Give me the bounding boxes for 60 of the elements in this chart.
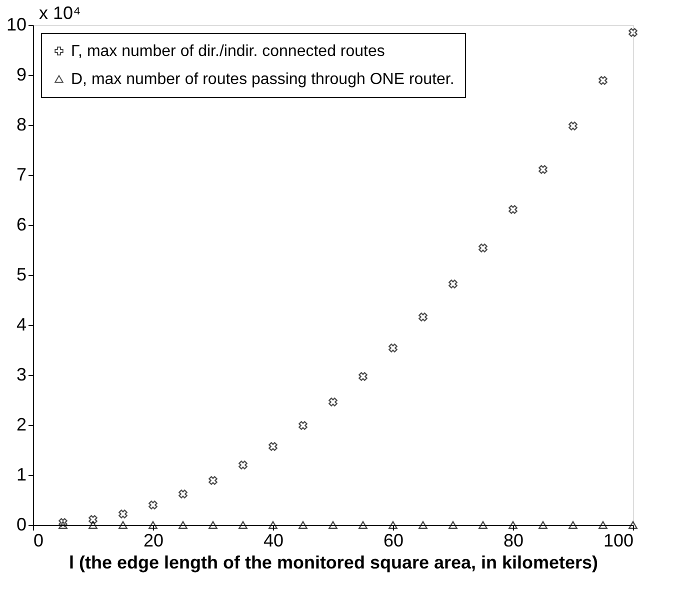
y-tick-label: 5: [16, 264, 26, 284]
y-tick-label: 2: [16, 414, 26, 434]
point: [268, 521, 278, 529]
point: [328, 398, 338, 406]
x-tick-label: 80: [503, 530, 524, 550]
point: [148, 500, 158, 510]
point: [208, 521, 218, 529]
point: [598, 76, 608, 85]
point: [238, 521, 248, 529]
y-tick-label: 7: [16, 164, 26, 184]
y-tick-label: 9: [16, 64, 26, 84]
point: [298, 521, 308, 529]
point: [448, 280, 458, 288]
point: [508, 205, 518, 214]
point: [448, 521, 458, 529]
legend-label: Γ, max number of dir./indir. connected routes: [71, 43, 385, 60]
point: [388, 521, 398, 529]
point: [58, 518, 68, 527]
y-tick-label: 6: [16, 214, 26, 234]
legend-label: D, max number of routes passing through ONE router.: [71, 71, 454, 88]
point: [148, 521, 158, 529]
point: [478, 244, 488, 252]
point: [178, 490, 188, 498]
x-tick-label: 100: [603, 530, 634, 550]
point: [208, 476, 218, 485]
x-tick-label: 60: [383, 530, 404, 550]
point: [298, 421, 308, 430]
point: [358, 372, 368, 381]
point: [568, 521, 578, 529]
point: [358, 521, 368, 529]
point: [268, 442, 278, 451]
point: [568, 122, 578, 130]
point: [88, 521, 98, 529]
point: [418, 312, 428, 322]
point: [598, 521, 608, 529]
point: [328, 521, 338, 529]
point: [538, 521, 548, 529]
x-tick-label: 40: [263, 530, 284, 550]
y-tick-label: 3: [16, 364, 26, 384]
point: [88, 515, 98, 524]
y-tick-label: 8: [16, 114, 26, 134]
point: [478, 521, 488, 529]
x-tick-label: 20: [143, 530, 164, 550]
point: [118, 521, 128, 529]
point: [178, 521, 188, 529]
point: [538, 165, 548, 174]
point: [628, 28, 638, 37]
text: x 10⁴: [39, 3, 81, 23]
y-tick-label: 0: [16, 514, 26, 534]
y-tick-label: 1: [16, 464, 26, 484]
point: [238, 460, 248, 470]
point: [508, 521, 518, 529]
point: [418, 521, 428, 529]
x-axis-title: l (the edge length of the monitored square area, in kilometers): [68, 552, 598, 572]
x-tick-label: 0: [34, 530, 44, 550]
y-tick-label: 10: [6, 14, 26, 34]
point: [58, 521, 68, 529]
y-tick-label: 4: [16, 314, 26, 334]
point: [118, 510, 128, 518]
point: [388, 344, 398, 352]
